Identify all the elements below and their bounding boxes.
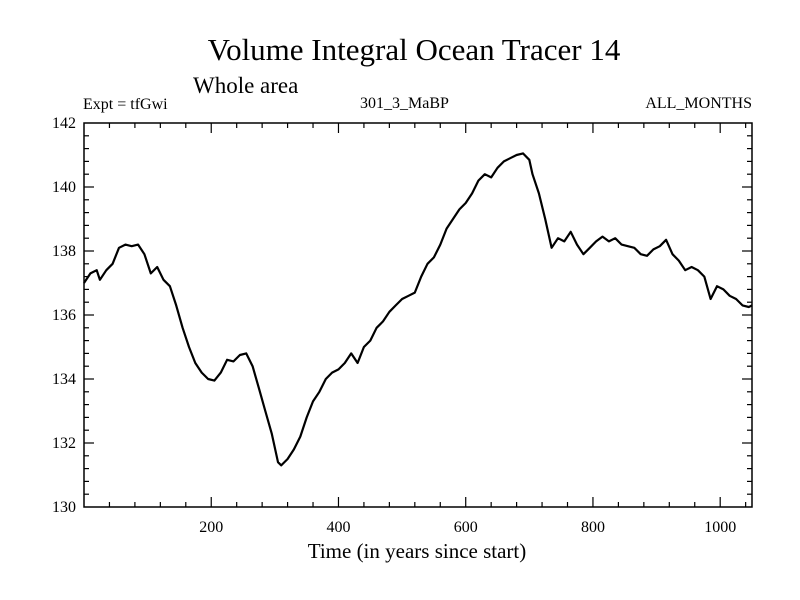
- chart-subtitle: Whole area: [193, 73, 298, 98]
- x-tick-label: 800: [581, 519, 605, 536]
- months-label: ALL_MONTHS: [645, 95, 752, 112]
- experiment-label: Expt = tfGwi: [83, 96, 168, 113]
- y-tick-label: 138: [52, 243, 76, 260]
- x-axis-label: Time (in years since start): [308, 539, 527, 563]
- x-tick-label: 200: [199, 519, 223, 536]
- axis-ticks: [84, 123, 752, 507]
- axis-tick-labels: 200 400 600 800 1000 130 132 134 136 138 140 142: [52, 115, 736, 536]
- x-tick-label: 1000: [704, 519, 736, 536]
- y-tick-label: 140: [52, 179, 76, 196]
- y-tick-label: 134: [52, 371, 76, 388]
- y-tick-label: 130: [52, 499, 76, 516]
- x-tick-label: 600: [454, 519, 478, 536]
- y-tick-label: 142: [52, 115, 76, 132]
- chart-title: Volume Integral Ocean Tracer 14: [208, 32, 621, 67]
- series-line: [83, 152, 753, 467]
- y-tick-label: 132: [52, 435, 76, 452]
- y-tick-label: 136: [52, 307, 76, 324]
- run-label: 301_3_MaBP: [360, 95, 449, 112]
- plot-area-frame: [83, 122, 753, 508]
- x-tick-label: 400: [326, 519, 350, 536]
